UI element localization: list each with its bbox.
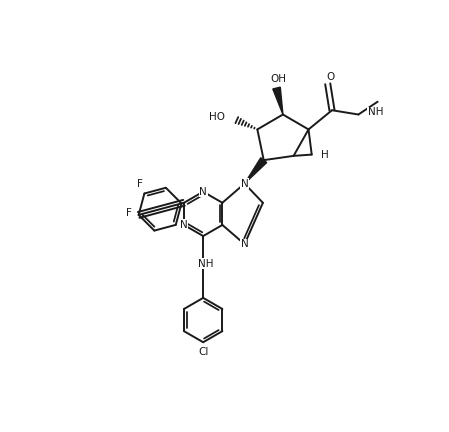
Text: HO: HO <box>208 111 224 122</box>
Text: N: N <box>180 220 188 230</box>
Text: N: N <box>241 239 248 249</box>
Polygon shape <box>273 87 283 114</box>
Text: NH: NH <box>368 108 383 118</box>
Text: N: N <box>241 178 248 189</box>
Text: O: O <box>326 72 335 82</box>
Text: Cl: Cl <box>198 346 208 356</box>
Polygon shape <box>245 158 267 184</box>
Text: OH: OH <box>271 74 286 84</box>
Text: F: F <box>137 179 143 189</box>
Text: NH: NH <box>198 259 213 269</box>
Text: H: H <box>321 149 329 159</box>
Text: F: F <box>126 208 132 218</box>
Text: N: N <box>199 187 207 197</box>
